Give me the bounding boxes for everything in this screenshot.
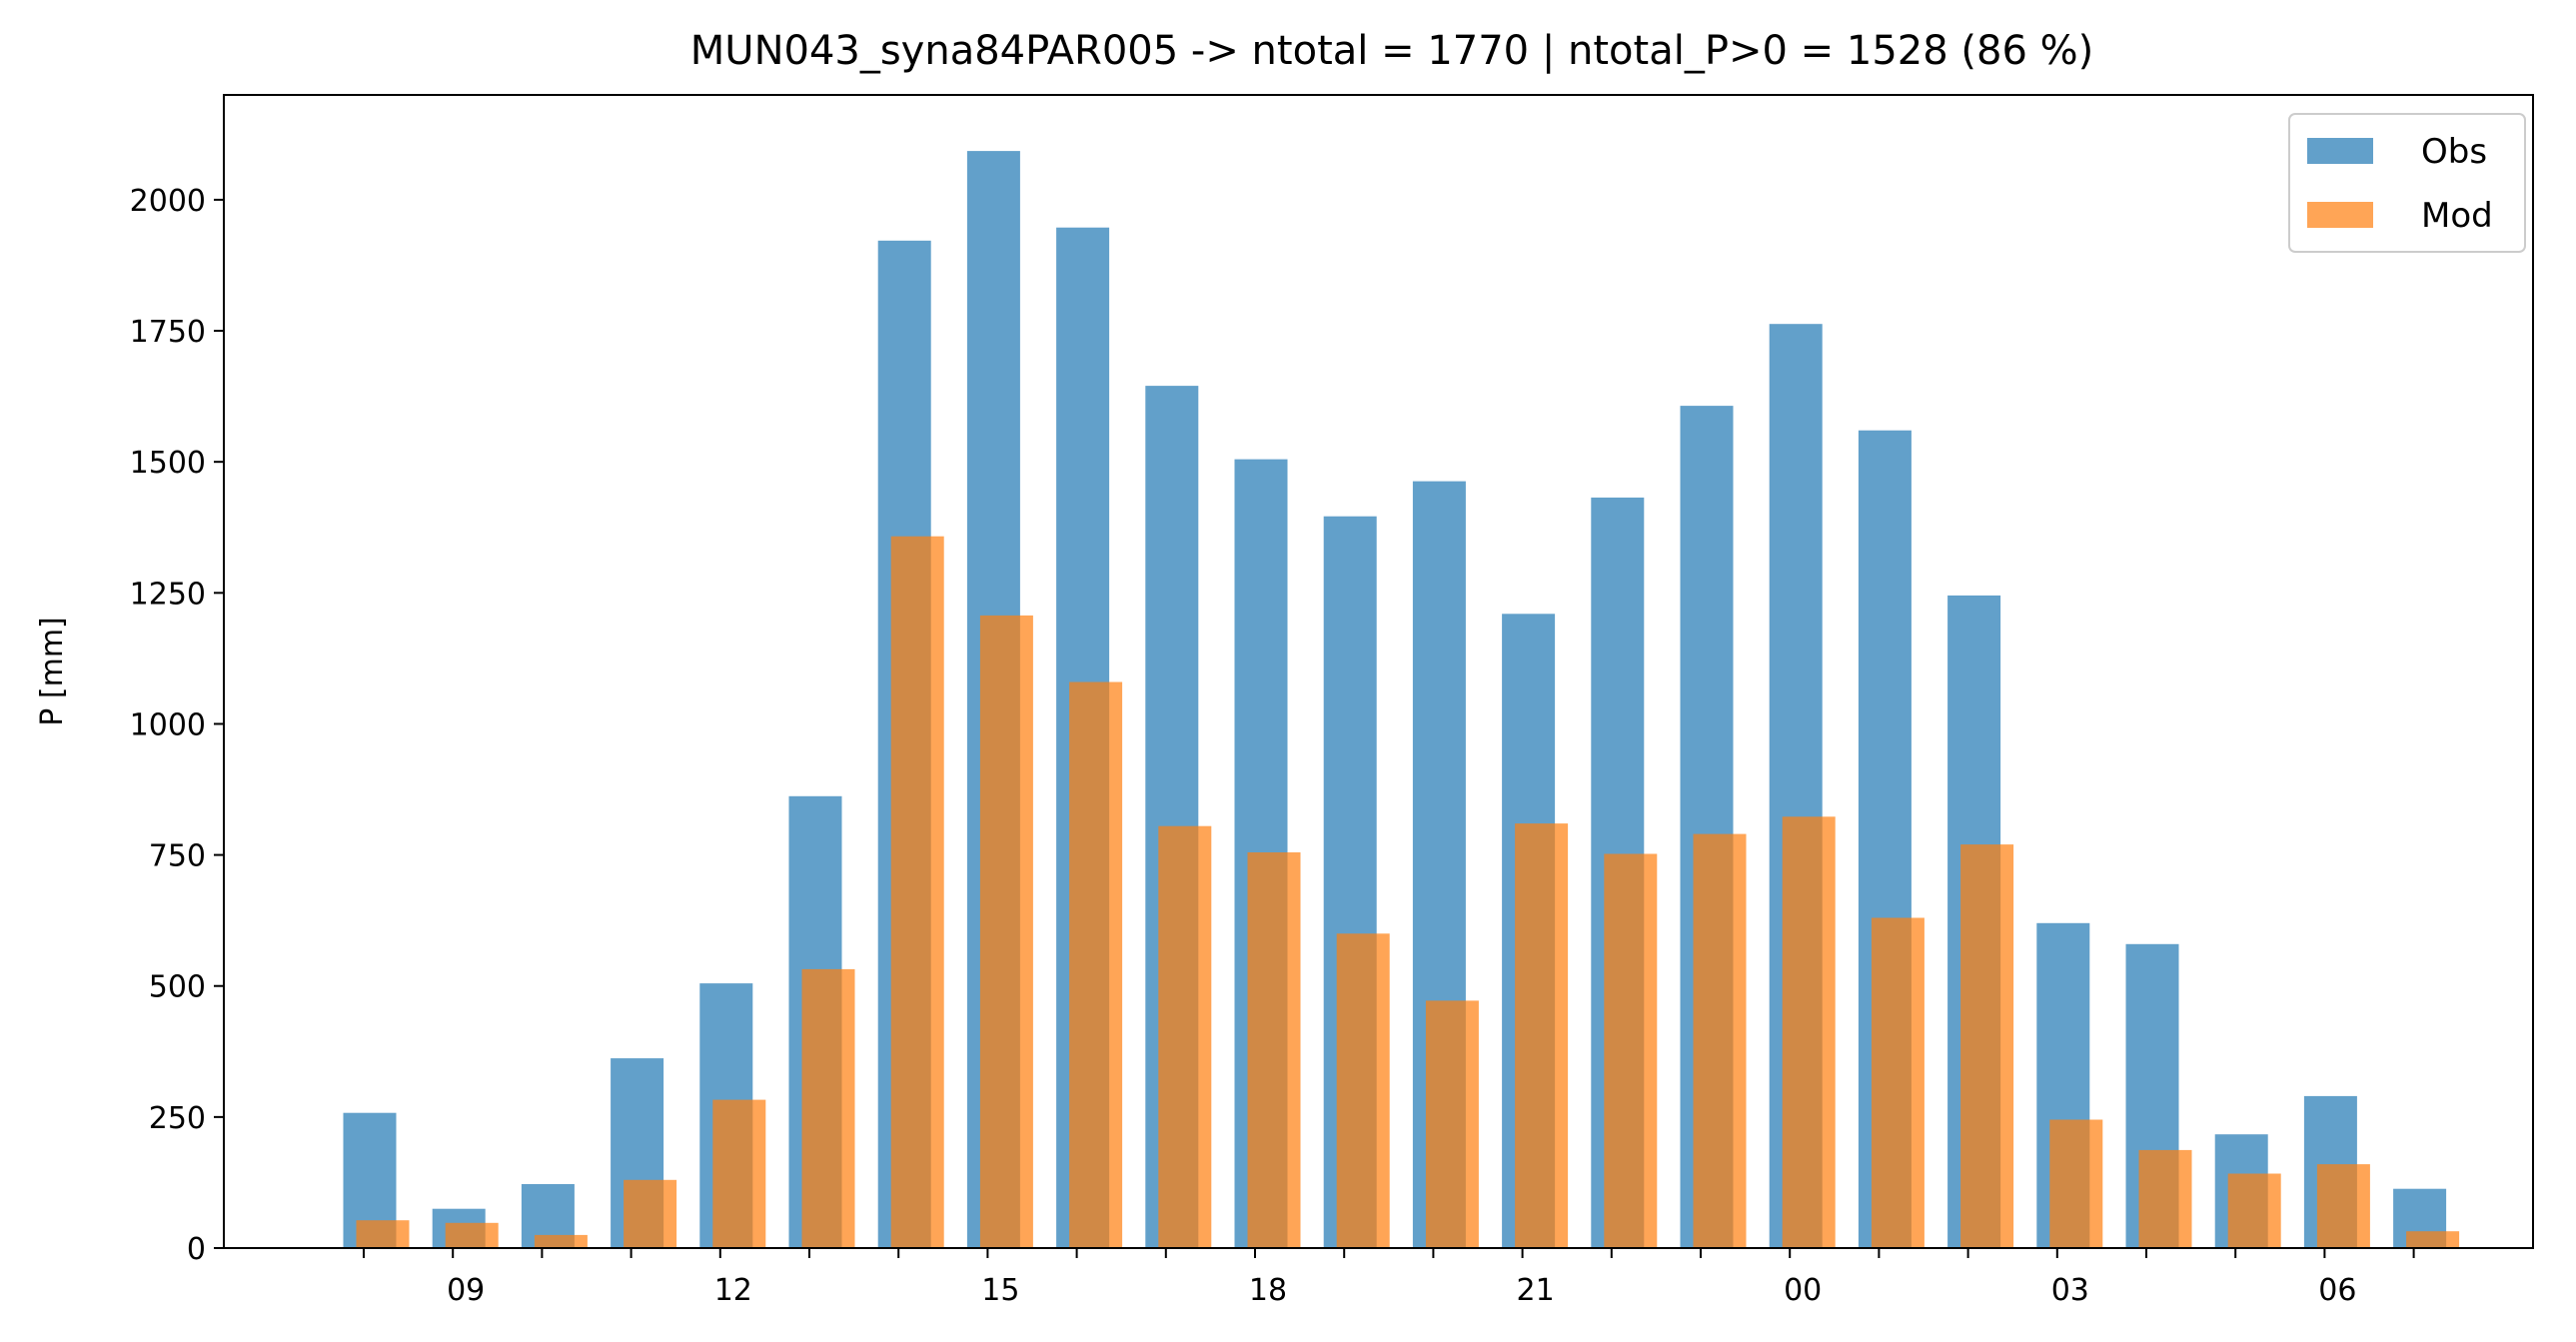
mod-bar [712, 1099, 766, 1248]
mod-bar [1515, 823, 1569, 1248]
legend: Obs Mod [2288, 113, 2526, 253]
mod-bar [445, 1222, 499, 1248]
mod-bar [890, 536, 944, 1248]
mod-bar [1782, 816, 1836, 1248]
mod-bar [1693, 833, 1747, 1248]
legend-swatch-mod [2307, 202, 2373, 228]
mod-bar [2049, 1119, 2103, 1248]
mod-bar [1871, 917, 1925, 1248]
y-tick-label: 2000 [130, 184, 206, 219]
mod-bar [1336, 933, 1390, 1248]
mod-bar [2227, 1173, 2281, 1248]
x-tick-label: 03 [2051, 1273, 2089, 1308]
y-tick-label: 1500 [130, 446, 206, 481]
mod-bar [534, 1234, 588, 1248]
mod-bar [2406, 1231, 2460, 1248]
x-tick-label: 21 [1517, 1273, 1555, 1308]
mod-bar [2138, 1149, 2192, 1248]
mod-bar [1158, 825, 1212, 1248]
y-axis-label: P [mm] [35, 617, 70, 725]
mod-bar [1604, 853, 1658, 1248]
mod-bar [2316, 1164, 2370, 1248]
bars-group [343, 151, 2460, 1249]
x-tick-label: 12 [714, 1273, 752, 1308]
legend-label-mod: Mod [2421, 196, 2493, 236]
x-tick-label: 06 [2318, 1273, 2356, 1308]
y-tick-label: 500 [149, 970, 206, 1005]
mod-bar [356, 1220, 410, 1248]
x-tick-label: 15 [981, 1273, 1019, 1308]
y-tick-label: 250 [149, 1101, 206, 1136]
x-tick-label: 09 [447, 1273, 485, 1308]
chart-title: MUN043_syna84PAR005 -> ntotal = 1770 | n… [690, 28, 2093, 74]
plot-frame [223, 94, 2534, 1249]
mod-bar [1960, 844, 2014, 1248]
axes-group: 0 250 500 750 1000 1250 1500 1750 2000 09 12 15 18 21… [130, 94, 2534, 1308]
y-tick-label: 1250 [130, 577, 206, 612]
mod-bar [1247, 852, 1301, 1248]
mod-bar [1425, 1000, 1479, 1248]
y-tick-label: 1000 [130, 707, 206, 742]
mod-bar [624, 1179, 677, 1248]
mod-bar [1069, 681, 1123, 1248]
x-tick-label: 18 [1249, 1273, 1287, 1308]
mod-bar [801, 968, 855, 1248]
y-tick-label: 1750 [130, 315, 206, 350]
y-tick-label: 750 [149, 839, 206, 874]
legend-swatch-obs [2307, 138, 2373, 164]
x-tick-label: 00 [1784, 1273, 1822, 1308]
y-tick-label: 0 [187, 1232, 206, 1267]
legend-label-obs: Obs [2421, 132, 2487, 172]
mod-bar [979, 615, 1033, 1248]
